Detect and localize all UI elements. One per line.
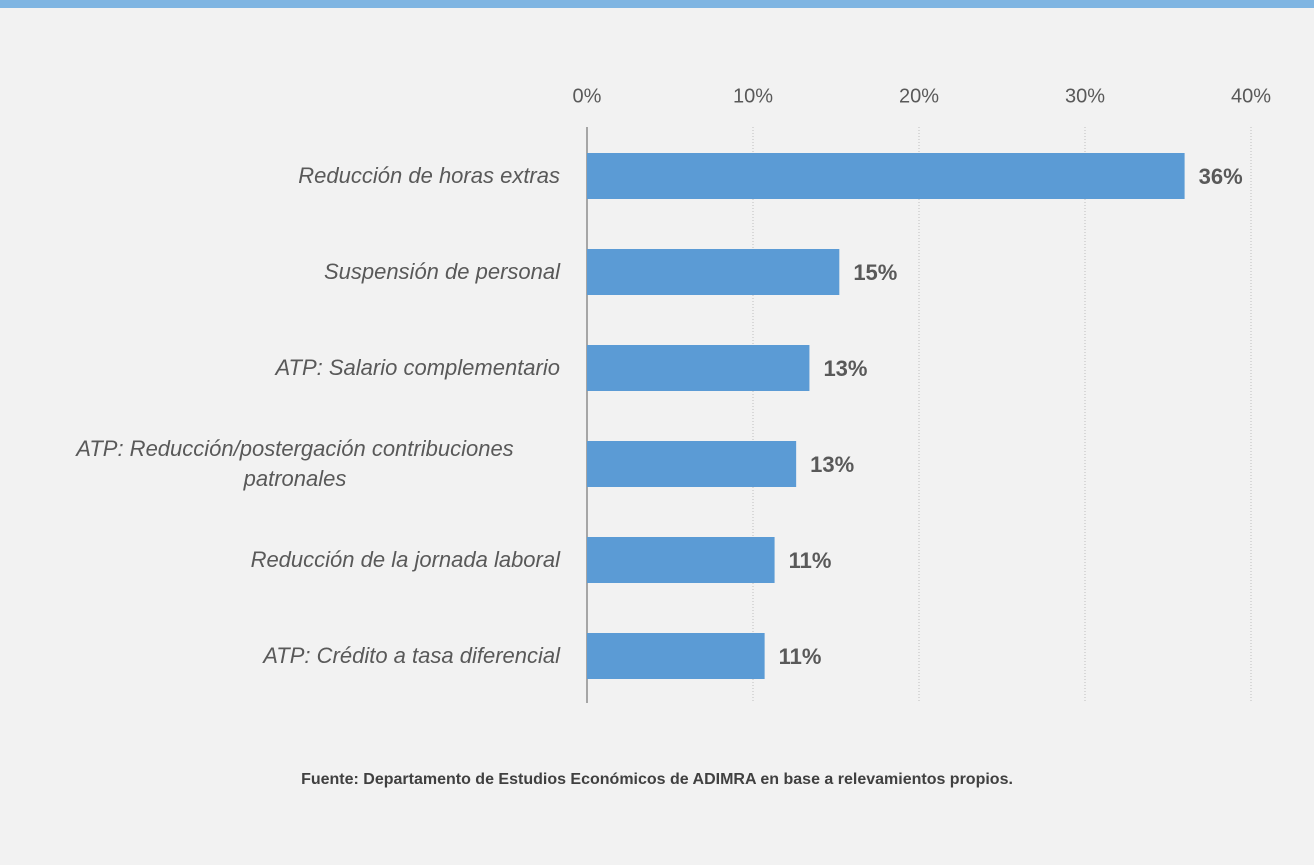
x-tick-label: 10% — [733, 85, 773, 107]
data-label: 13% — [810, 452, 854, 477]
source-note: Fuente: Departamento de Estudios Económi… — [301, 771, 1013, 788]
data-label: 11% — [779, 644, 822, 669]
x-tick-label: 20% — [899, 85, 939, 107]
x-tick-label: 0% — [573, 85, 602, 107]
y-tick-label: Reducción de la jornada laboral — [250, 547, 560, 572]
x-tick-label: 40% — [1231, 85, 1271, 107]
x-tick-label: 30% — [1065, 85, 1105, 107]
y-tick-label: ATP: Crédito a tasa diferencial — [263, 643, 560, 668]
data-label: 36% — [1199, 164, 1243, 189]
bar — [587, 153, 1185, 199]
y-tick-label: ATP: Salario complementario — [275, 355, 561, 380]
data-label: 13% — [823, 356, 867, 381]
bar — [587, 249, 840, 295]
y-tick-label: Suspensión de personal — [323, 259, 560, 284]
bar — [587, 345, 810, 391]
data-label: 15% — [853, 260, 897, 285]
data-label: 11% — [789, 548, 832, 573]
bar — [587, 633, 765, 679]
y-tick-label: ATP: Reducción/postergación contribucion… — [76, 436, 514, 491]
bar — [587, 537, 775, 583]
y-tick-label: Reducción de horas extras — [298, 163, 560, 188]
bar — [587, 441, 797, 487]
